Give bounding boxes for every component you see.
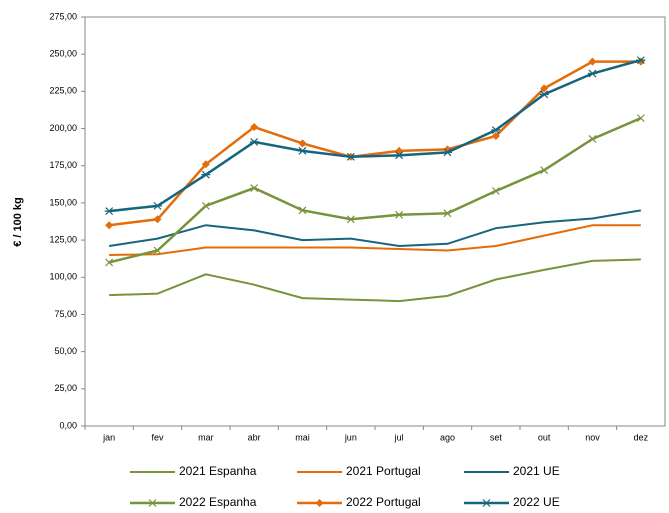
marker	[636, 56, 646, 65]
legend-label: 2022 Portugal	[346, 495, 421, 509]
marker	[201, 160, 210, 169]
y-tick-label: 75,00	[54, 309, 77, 319]
marker	[298, 206, 307, 215]
y-tick-label: 175,00	[49, 160, 77, 170]
x-tick-label: jul	[394, 432, 404, 442]
marker	[153, 201, 162, 210]
marker	[491, 126, 501, 134]
y-tick-label: 150,00	[49, 197, 77, 207]
y-tick-label: 100,00	[49, 272, 77, 282]
x-tick-label: fev	[151, 432, 164, 442]
y-tick-label: 275,00	[49, 11, 77, 21]
x-tick-label: jun	[344, 432, 357, 442]
marker	[395, 210, 404, 219]
marker	[443, 209, 452, 218]
y-tick-label: 25,00	[54, 383, 77, 393]
y-tick-label: 200,00	[49, 123, 77, 133]
marker	[491, 131, 500, 140]
marker	[298, 146, 307, 155]
marker	[298, 139, 307, 148]
x-tick-label: nov	[585, 432, 600, 442]
marker	[491, 187, 500, 195]
y-tick-label: 0,00	[59, 420, 77, 430]
marker	[201, 201, 210, 210]
y-tick-label: 125,00	[49, 234, 77, 244]
marker	[443, 148, 452, 157]
y-tick-label: 50,00	[54, 346, 77, 356]
marker	[588, 69, 597, 78]
x-tick-label: out	[538, 432, 551, 442]
marker	[539, 90, 549, 99]
marker	[395, 146, 404, 155]
series-line	[109, 209, 641, 248]
plot-area	[84, 16, 666, 427]
legend-label: 2022 Espanha	[179, 495, 257, 509]
x-tick-label: mai	[295, 432, 310, 442]
marker	[346, 215, 355, 224]
marker	[104, 207, 114, 216]
x-tick-label: abr	[248, 432, 261, 442]
marker	[201, 170, 211, 179]
x-tick-label: jan	[102, 432, 115, 442]
marker	[105, 221, 114, 230]
legend-label: 2021 UE	[513, 464, 560, 478]
y-tick-label: 250,00	[49, 49, 77, 59]
marker	[105, 258, 114, 267]
marker	[250, 184, 259, 192]
marker	[148, 499, 157, 507]
marker	[588, 57, 597, 66]
series-line	[109, 224, 641, 256]
x-tick-label: dez	[634, 432, 649, 442]
marker	[636, 114, 645, 123]
series-line	[109, 58, 642, 213]
marker	[588, 135, 597, 143]
x-tick-label: mar	[198, 432, 214, 442]
x-tick-label: set	[490, 432, 503, 442]
marker	[394, 151, 404, 160]
marker	[540, 84, 549, 93]
legend-label: 2021 Portugal	[346, 464, 421, 478]
marker	[346, 152, 356, 161]
series-line	[109, 60, 641, 227]
marker	[482, 499, 491, 507]
y-axis-label: € / 100 kg	[12, 197, 24, 247]
marker	[540, 166, 549, 175]
legend-label: 2021 Espanha	[179, 464, 257, 478]
marker	[153, 215, 162, 224]
y-tick-label: 225,00	[49, 86, 77, 96]
series-line	[108, 116, 642, 264]
legend-label: 2022 UE	[513, 495, 560, 509]
series-line	[109, 258, 641, 303]
marker	[250, 123, 259, 132]
marker	[315, 499, 324, 507]
marker	[249, 138, 259, 146]
x-tick-label: ago	[440, 432, 455, 442]
marker	[153, 246, 162, 255]
